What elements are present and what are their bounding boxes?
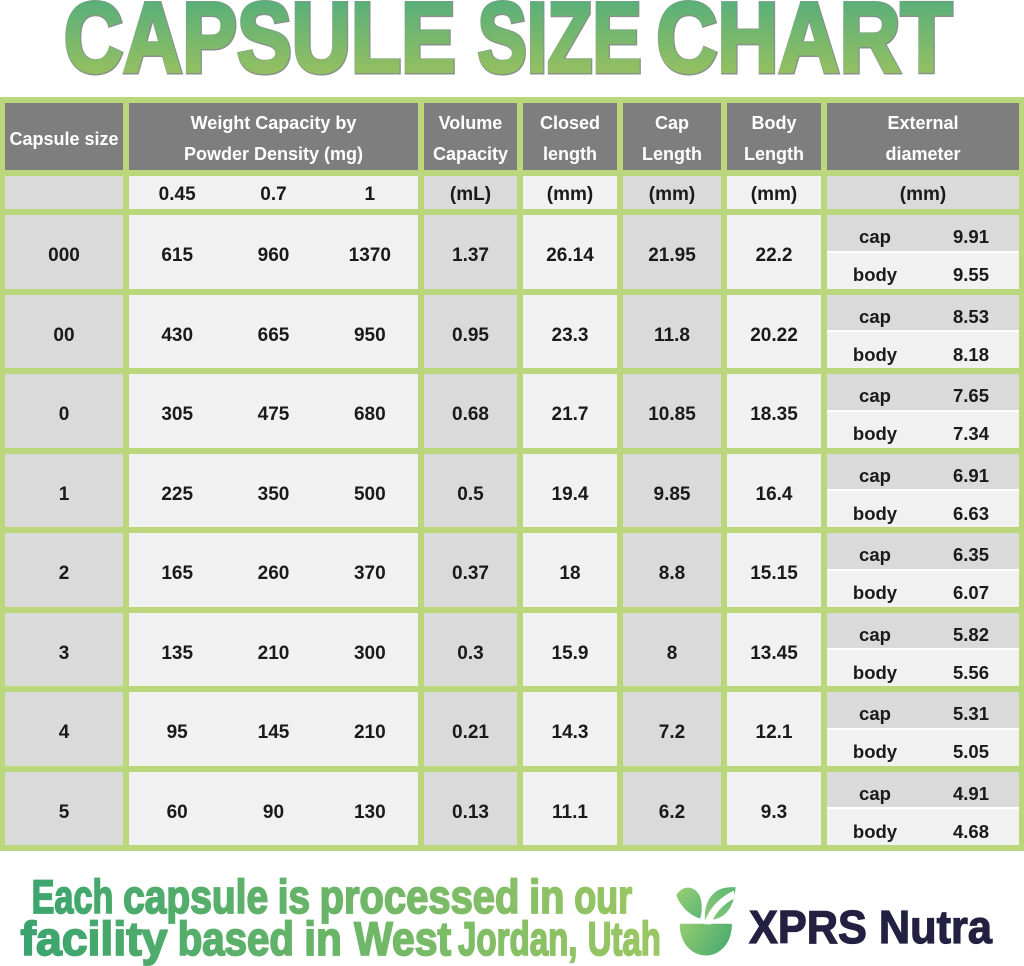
svg-text:CAPSULE: CAPSULE — [64, 0, 456, 94]
svg-text:CHART: CHART — [657, 0, 953, 94]
svg-text:in: in — [529, 872, 564, 924]
svg-text:Each: Each — [32, 871, 114, 924]
svg-text:capsule: capsule — [123, 872, 268, 924]
svg-text:SIZE: SIZE — [477, 0, 641, 93]
svg-text:is: is — [278, 871, 310, 923]
svg-text:our: our — [574, 870, 632, 923]
svg-text:processed: processed — [320, 872, 520, 924]
svg-text:based: based — [178, 913, 294, 966]
svg-text:CHART: CHART — [656, 0, 952, 93]
svg-text:SIZE: SIZE — [478, 0, 642, 94]
svg-text:facility: facility — [21, 913, 168, 965]
svg-text:in: in — [304, 914, 342, 966]
svg-text:XPRS Nutra: XPRS Nutra — [749, 903, 993, 953]
svg-text:West: West — [354, 913, 451, 965]
svg-text:Jordan,: Jordan, — [458, 912, 577, 965]
svg-text:Utah: Utah — [588, 912, 661, 965]
svg-text:CAPSULE: CAPSULE — [64, 0, 456, 93]
